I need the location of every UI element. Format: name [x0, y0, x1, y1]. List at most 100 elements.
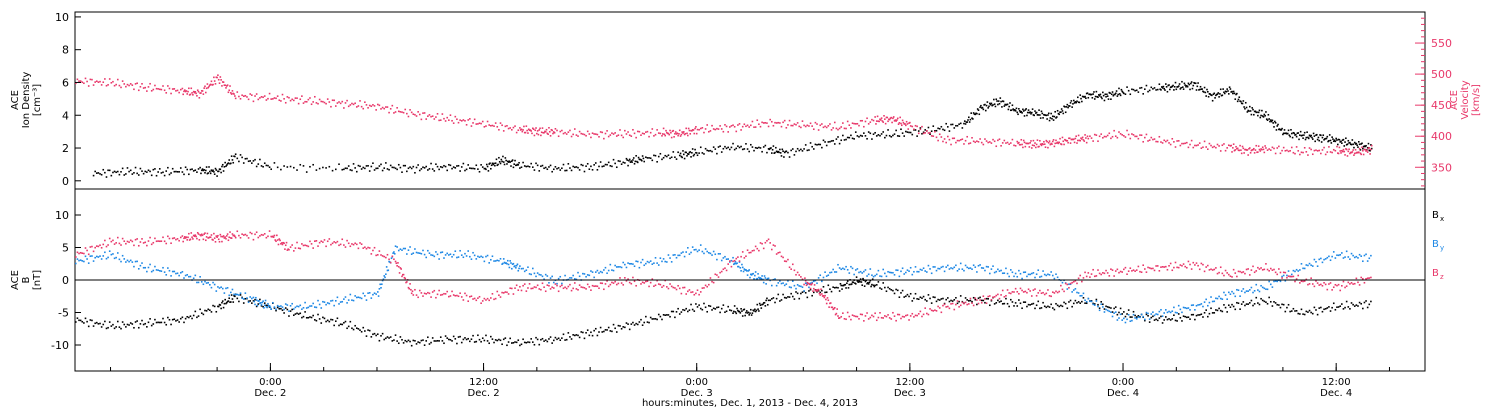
data-point — [275, 240, 277, 243]
data-point — [966, 299, 968, 301]
data-point — [294, 247, 297, 249]
data-point — [344, 320, 347, 323]
data-point — [995, 294, 998, 297]
data-point — [1063, 105, 1065, 108]
data-point — [1237, 289, 1240, 292]
data-point — [1033, 144, 1036, 147]
data-point — [988, 295, 991, 297]
data-point — [1034, 110, 1036, 112]
data-point — [890, 136, 893, 138]
data-point — [477, 334, 479, 337]
data-point — [885, 134, 888, 137]
data-point — [396, 246, 398, 248]
data-point — [635, 136, 637, 139]
data-point — [220, 286, 222, 289]
data-point — [864, 280, 867, 283]
data-point — [898, 313, 901, 316]
data-point — [1053, 145, 1056, 148]
data-point — [213, 237, 216, 239]
data-point — [1160, 141, 1162, 143]
data-point — [1278, 304, 1280, 306]
data-point — [412, 339, 415, 342]
data-point — [228, 236, 231, 239]
data-point — [136, 320, 138, 322]
data-point — [1298, 138, 1300, 141]
data-point — [599, 161, 602, 163]
data-point — [661, 286, 663, 288]
data-point — [255, 305, 258, 308]
data-point — [210, 311, 213, 313]
data-point — [1195, 144, 1198, 147]
data-point — [661, 318, 663, 321]
data-point — [1144, 268, 1146, 270]
data-point — [1248, 302, 1251, 304]
data-point — [477, 168, 479, 170]
data-point — [141, 238, 143, 240]
data-point — [157, 269, 159, 272]
data-point — [234, 153, 237, 156]
data-point — [877, 281, 880, 283]
data-point — [1370, 300, 1372, 303]
data-point — [1310, 148, 1312, 151]
data-point — [882, 317, 885, 319]
data-point — [898, 296, 901, 299]
data-point — [1216, 143, 1219, 146]
data-point — [727, 305, 729, 308]
data-point — [485, 255, 487, 258]
data-point — [684, 132, 687, 135]
data-point — [730, 259, 733, 262]
data-point — [1198, 303, 1201, 306]
data-point — [238, 294, 240, 296]
data-point — [351, 243, 353, 245]
data-point — [211, 238, 214, 241]
data-point — [1240, 100, 1242, 103]
data-point — [775, 253, 778, 255]
data-point — [777, 282, 780, 284]
legend-subscript: x — [1440, 215, 1444, 223]
data-point — [283, 165, 285, 167]
data-point — [189, 168, 192, 171]
data-point — [926, 312, 928, 315]
data-point — [995, 270, 998, 273]
data-point — [1348, 148, 1350, 151]
data-point — [1177, 85, 1180, 87]
data-point — [105, 84, 108, 87]
data-point — [1292, 269, 1295, 272]
data-point — [136, 238, 138, 240]
data-point — [599, 326, 602, 329]
data-point — [347, 165, 350, 167]
data-point — [651, 318, 654, 320]
data-point — [751, 146, 754, 148]
data-point — [265, 164, 268, 167]
data-point — [632, 159, 634, 161]
data-point — [514, 265, 516, 267]
data-point — [1366, 146, 1369, 149]
data-point — [188, 94, 191, 96]
data-point — [758, 146, 760, 149]
data-point — [801, 150, 804, 152]
data-point — [1052, 119, 1055, 121]
data-point — [1247, 154, 1249, 156]
data-point — [1339, 305, 1342, 308]
data-point — [364, 295, 366, 297]
data-point — [444, 335, 447, 337]
data-point — [401, 171, 403, 173]
data-point — [1031, 144, 1034, 147]
data-point — [97, 256, 100, 258]
data-point — [305, 244, 308, 247]
data-point — [162, 85, 164, 87]
data-point — [1234, 98, 1237, 100]
data-point — [779, 152, 782, 154]
data-point — [557, 290, 560, 293]
data-point — [102, 243, 105, 246]
data-point — [1206, 148, 1209, 150]
data-point — [985, 104, 988, 107]
data-point — [1166, 318, 1169, 321]
data-point — [777, 251, 780, 254]
data-point — [588, 334, 591, 337]
data-point — [674, 131, 677, 133]
data-point — [368, 329, 371, 332]
data-point — [787, 124, 789, 126]
data-point — [748, 251, 750, 254]
data-point — [1274, 120, 1276, 123]
